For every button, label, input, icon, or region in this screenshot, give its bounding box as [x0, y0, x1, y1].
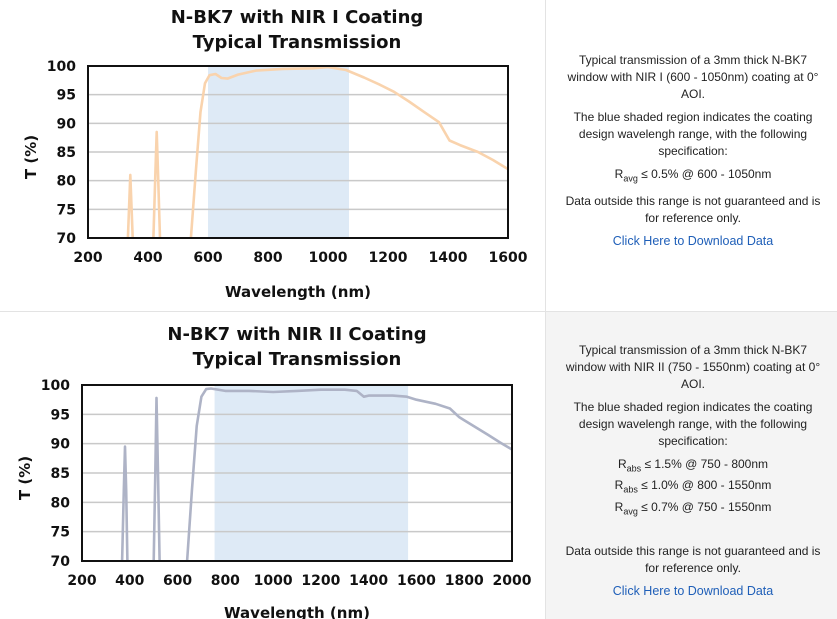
disclaimer-text: Data outside this range is not guarantee…: [565, 194, 821, 226]
shaded-note-text: The blue shaded region indicates the coa…: [573, 400, 813, 448]
series-line: [189, 66, 508, 238]
series-line: [120, 445, 129, 561]
series-line: [185, 387, 512, 561]
spec-value: ≤ 0.5% @ 600 - 1050nm: [637, 167, 772, 181]
x-tick-label: 2000: [493, 573, 532, 589]
x-tick-label: 1200: [301, 573, 340, 589]
y-tick-label: 100: [41, 378, 70, 394]
y-tick-label: 85: [57, 145, 76, 161]
chart-cell: N-BK7 with NIR II Coating Typical Transmi…: [0, 312, 546, 619]
info-panel: Typical transmission of a 3mm thick N-BK…: [546, 0, 837, 311]
spec-block: Rabs ≤ 1.5% @ 750 - 800nm Rabs ≤ 1.0% @ …: [560, 456, 826, 520]
x-tick-label: 1000: [309, 250, 348, 266]
spec-value: ≤ 0.7% @ 750 - 1550nm: [637, 499, 772, 514]
y-axis-label: T (%): [22, 135, 40, 179]
spec-symbol: R: [614, 478, 624, 493]
x-tick-label: 1800: [445, 573, 484, 589]
y-tick-label: 80: [57, 174, 77, 190]
download-data-link[interactable]: Click Here to Download Data: [612, 584, 774, 599]
y-tick-label: 70: [57, 231, 77, 247]
x-tick-label: 400: [115, 573, 144, 589]
x-tick-label: 1400: [429, 250, 468, 266]
info-text: Typical transmission of a 3mm thick N-BK…: [560, 52, 826, 250]
info-text: Typical transmission of a 3mm thick N-BK…: [560, 342, 826, 600]
chart-row-nir-2: N-BK7 with NIR II Coating Typical Transmi…: [0, 311, 837, 619]
spec-symbol: R: [614, 499, 624, 514]
transmission-chart-nir-1: N-BK7 with NIR I Coating Typical Transmis…: [22, 7, 528, 301]
x-axis-label: Wavelength (nm): [224, 604, 370, 619]
spec-symbol: R: [617, 457, 627, 471]
x-axis-label: Wavelength (nm): [225, 283, 371, 301]
y-tick-label: 95: [51, 407, 70, 423]
spec-line: Rabs ≤ 1.0% @ 800 - 1550nm: [614, 478, 772, 495]
shaded-note-text: The blue shaded region indicates the coa…: [573, 110, 813, 158]
y-tick-label: 90: [51, 437, 71, 453]
spec-subscript: avg: [623, 173, 638, 184]
download-data-link[interactable]: Click Here to Download Data: [612, 234, 774, 249]
y-axis-label: T (%): [16, 456, 34, 500]
spec-subscript: abs: [623, 484, 638, 495]
y-tick-label: 95: [57, 88, 76, 104]
plot-frame: [81, 384, 513, 562]
y-tick-label: 85: [51, 466, 70, 482]
spec-block: Ravg ≤ 0.5% @ 600 - 1050nm: [560, 166, 826, 187]
spec-value: ≤ 1.0% @ 800 - 1550nm: [637, 478, 772, 493]
chart-row-nir-1: N-BK7 with NIR I Coating Typical Transmis…: [0, 0, 837, 311]
x-tick-label: 1600: [397, 573, 436, 589]
spec-line: Ravg ≤ 0.5% @ 600 - 1050nm: [614, 167, 772, 184]
disclaimer-text: Data outside this range is not guarantee…: [565, 544, 821, 576]
chart-title-line: N-BK7 with NIR I Coating: [171, 7, 424, 28]
series-group: [120, 387, 512, 561]
description-text: Typical transmission of a 3mm thick N-BK…: [567, 53, 819, 101]
spec-value: ≤ 1.5% @ 750 - 800nm: [641, 457, 769, 471]
x-tick-label: 600: [193, 250, 222, 266]
x-tick-label: 1400: [349, 573, 388, 589]
x-tick-label: 1600: [489, 250, 528, 266]
chart-title-line: Typical Transmission: [193, 349, 402, 370]
spec-subscript: avg: [623, 506, 638, 517]
series-line: [152, 396, 161, 561]
spec-subscript: abs: [626, 463, 642, 474]
transmission-chart-nir-2: N-BK7 with NIR II Coating Typical Transmi…: [16, 324, 532, 619]
series-line: [126, 173, 134, 238]
series-group: [126, 66, 508, 238]
spec-symbol: R: [614, 167, 624, 181]
y-tick-label: 90: [57, 116, 77, 132]
spec-line: Ravg ≤ 0.7% @ 750 - 1550nm: [614, 499, 772, 517]
plot-frame: [87, 65, 509, 239]
x-tick-label: 200: [67, 573, 96, 589]
x-tick-label: 800: [211, 573, 240, 589]
y-tick-label: 80: [51, 495, 71, 511]
info-panel: Typical transmission of a 3mm thick N-BK…: [546, 312, 837, 619]
spec-line: Rabs ≤ 1.5% @ 750 - 800nm: [617, 457, 769, 474]
x-tick-label: 800: [253, 250, 282, 266]
description-text: Typical transmission of a 3mm thick N-BK…: [565, 343, 821, 391]
x-tick-label: 200: [73, 250, 102, 266]
x-tick-label: 400: [133, 250, 162, 266]
x-tick-label: 1200: [369, 250, 408, 266]
y-tick-label: 100: [47, 59, 76, 75]
y-tick-label: 70: [51, 554, 71, 570]
x-tick-label: 1000: [254, 573, 293, 589]
y-tick-label: 75: [51, 525, 70, 541]
chart-title-line: N-BK7 with NIR II Coating: [167, 324, 426, 345]
chart-title-line: Typical Transmission: [193, 32, 402, 53]
chart-cell: N-BK7 with NIR I Coating Typical Transmis…: [0, 0, 546, 311]
series-line: [152, 130, 162, 238]
y-tick-label: 75: [57, 202, 76, 218]
x-tick-label: 600: [163, 573, 192, 589]
